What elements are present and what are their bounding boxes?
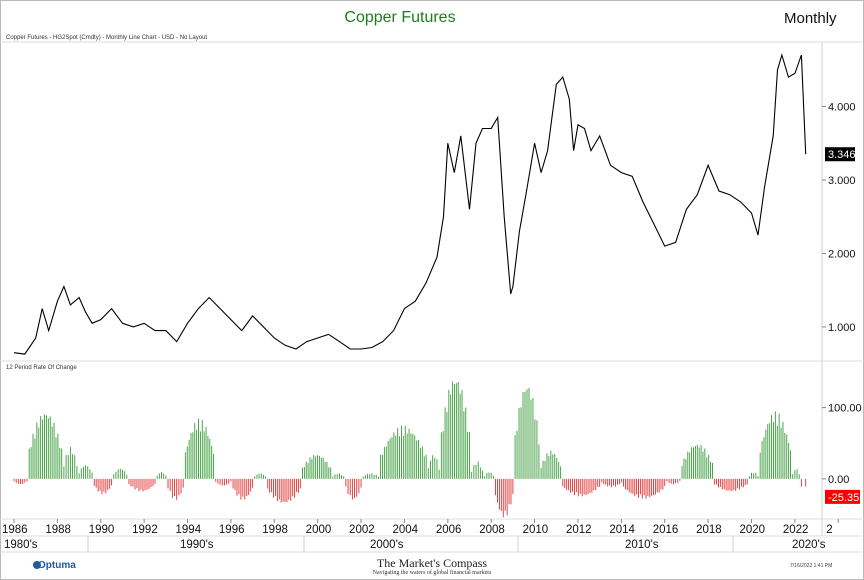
roc-panel: 100.00 0.00 -25.35 [13,381,862,518]
x-axis: 1986 1988 1990 1992 1994 1996 1998 2000 2002 2004… [0,518,862,553]
footer-title: The Market's Compass [376,556,488,570]
x-tick-label: 2020 [740,524,766,536]
x-tick-label: 1986 [2,524,28,536]
last-roc-label: -25.35 [828,492,859,504]
price-panel: 1.000 2.000 3.000 4.000 3.346 [0,41,862,536]
x-tick-label: 2 [826,524,832,536]
optuma-logo: Optuma [38,560,76,571]
x-tick-label: 1996 [219,524,245,536]
x-tick-label: 1988 [45,524,71,536]
last-roc-box [825,489,860,504]
x-tick-label: 2014 [609,524,635,536]
last-price-box [825,147,855,162]
x-tick-label: 1994 [176,524,202,536]
decade-label: 2020's [792,539,826,551]
x-tick-label: 2006 [436,524,462,536]
decade-label: 2010's [625,539,659,551]
optuma-logo-icon [33,561,41,569]
x-tick-label: 2008 [479,524,505,536]
x-tick-label: 1992 [132,524,158,536]
price-ytick-label: 2.000 [828,248,856,260]
period-label: Monthly [784,10,837,27]
x-tick-label: 2022 [783,524,809,536]
x-tick-label: 2004 [392,524,418,536]
x-tick-label: 2012 [566,524,592,536]
x-tick-label: 2018 [696,524,722,536]
decade-label: 2000's [370,539,404,551]
x-tick-label: 2010 [523,524,549,536]
x-tick-label: 2002 [349,524,375,536]
decade-label: 1980's [4,539,38,551]
chart-subtitle: Copper Futures - HG2Spot (Cmdty) - Month… [6,35,208,41]
roc-ytick-label: 100.00 [828,403,862,415]
roc-panel-label: 12 Period Rate Of Change [6,365,77,371]
price-ytick-label: 4.000 [828,101,856,113]
x-tick-label: 2000 [306,524,332,536]
last-price-label: 3.346 [828,149,856,161]
price-line [13,53,807,355]
footer-tagline: Navigating the waters of global financia… [372,570,492,576]
x-tick-label: 1990 [89,524,115,536]
chart-title: Copper Futures [344,9,456,26]
roc-ytick-label: 0.00 [828,474,849,486]
x-tick-label: 1998 [262,524,288,536]
price-ytick-label: 1.000 [828,322,856,334]
price-ytick-label: 3.000 [828,175,856,187]
x-tick-label: 2016 [653,524,679,536]
footer-date: 7/16/2022 1:41 PM [790,563,833,569]
decade-label: 1990's [180,539,214,551]
